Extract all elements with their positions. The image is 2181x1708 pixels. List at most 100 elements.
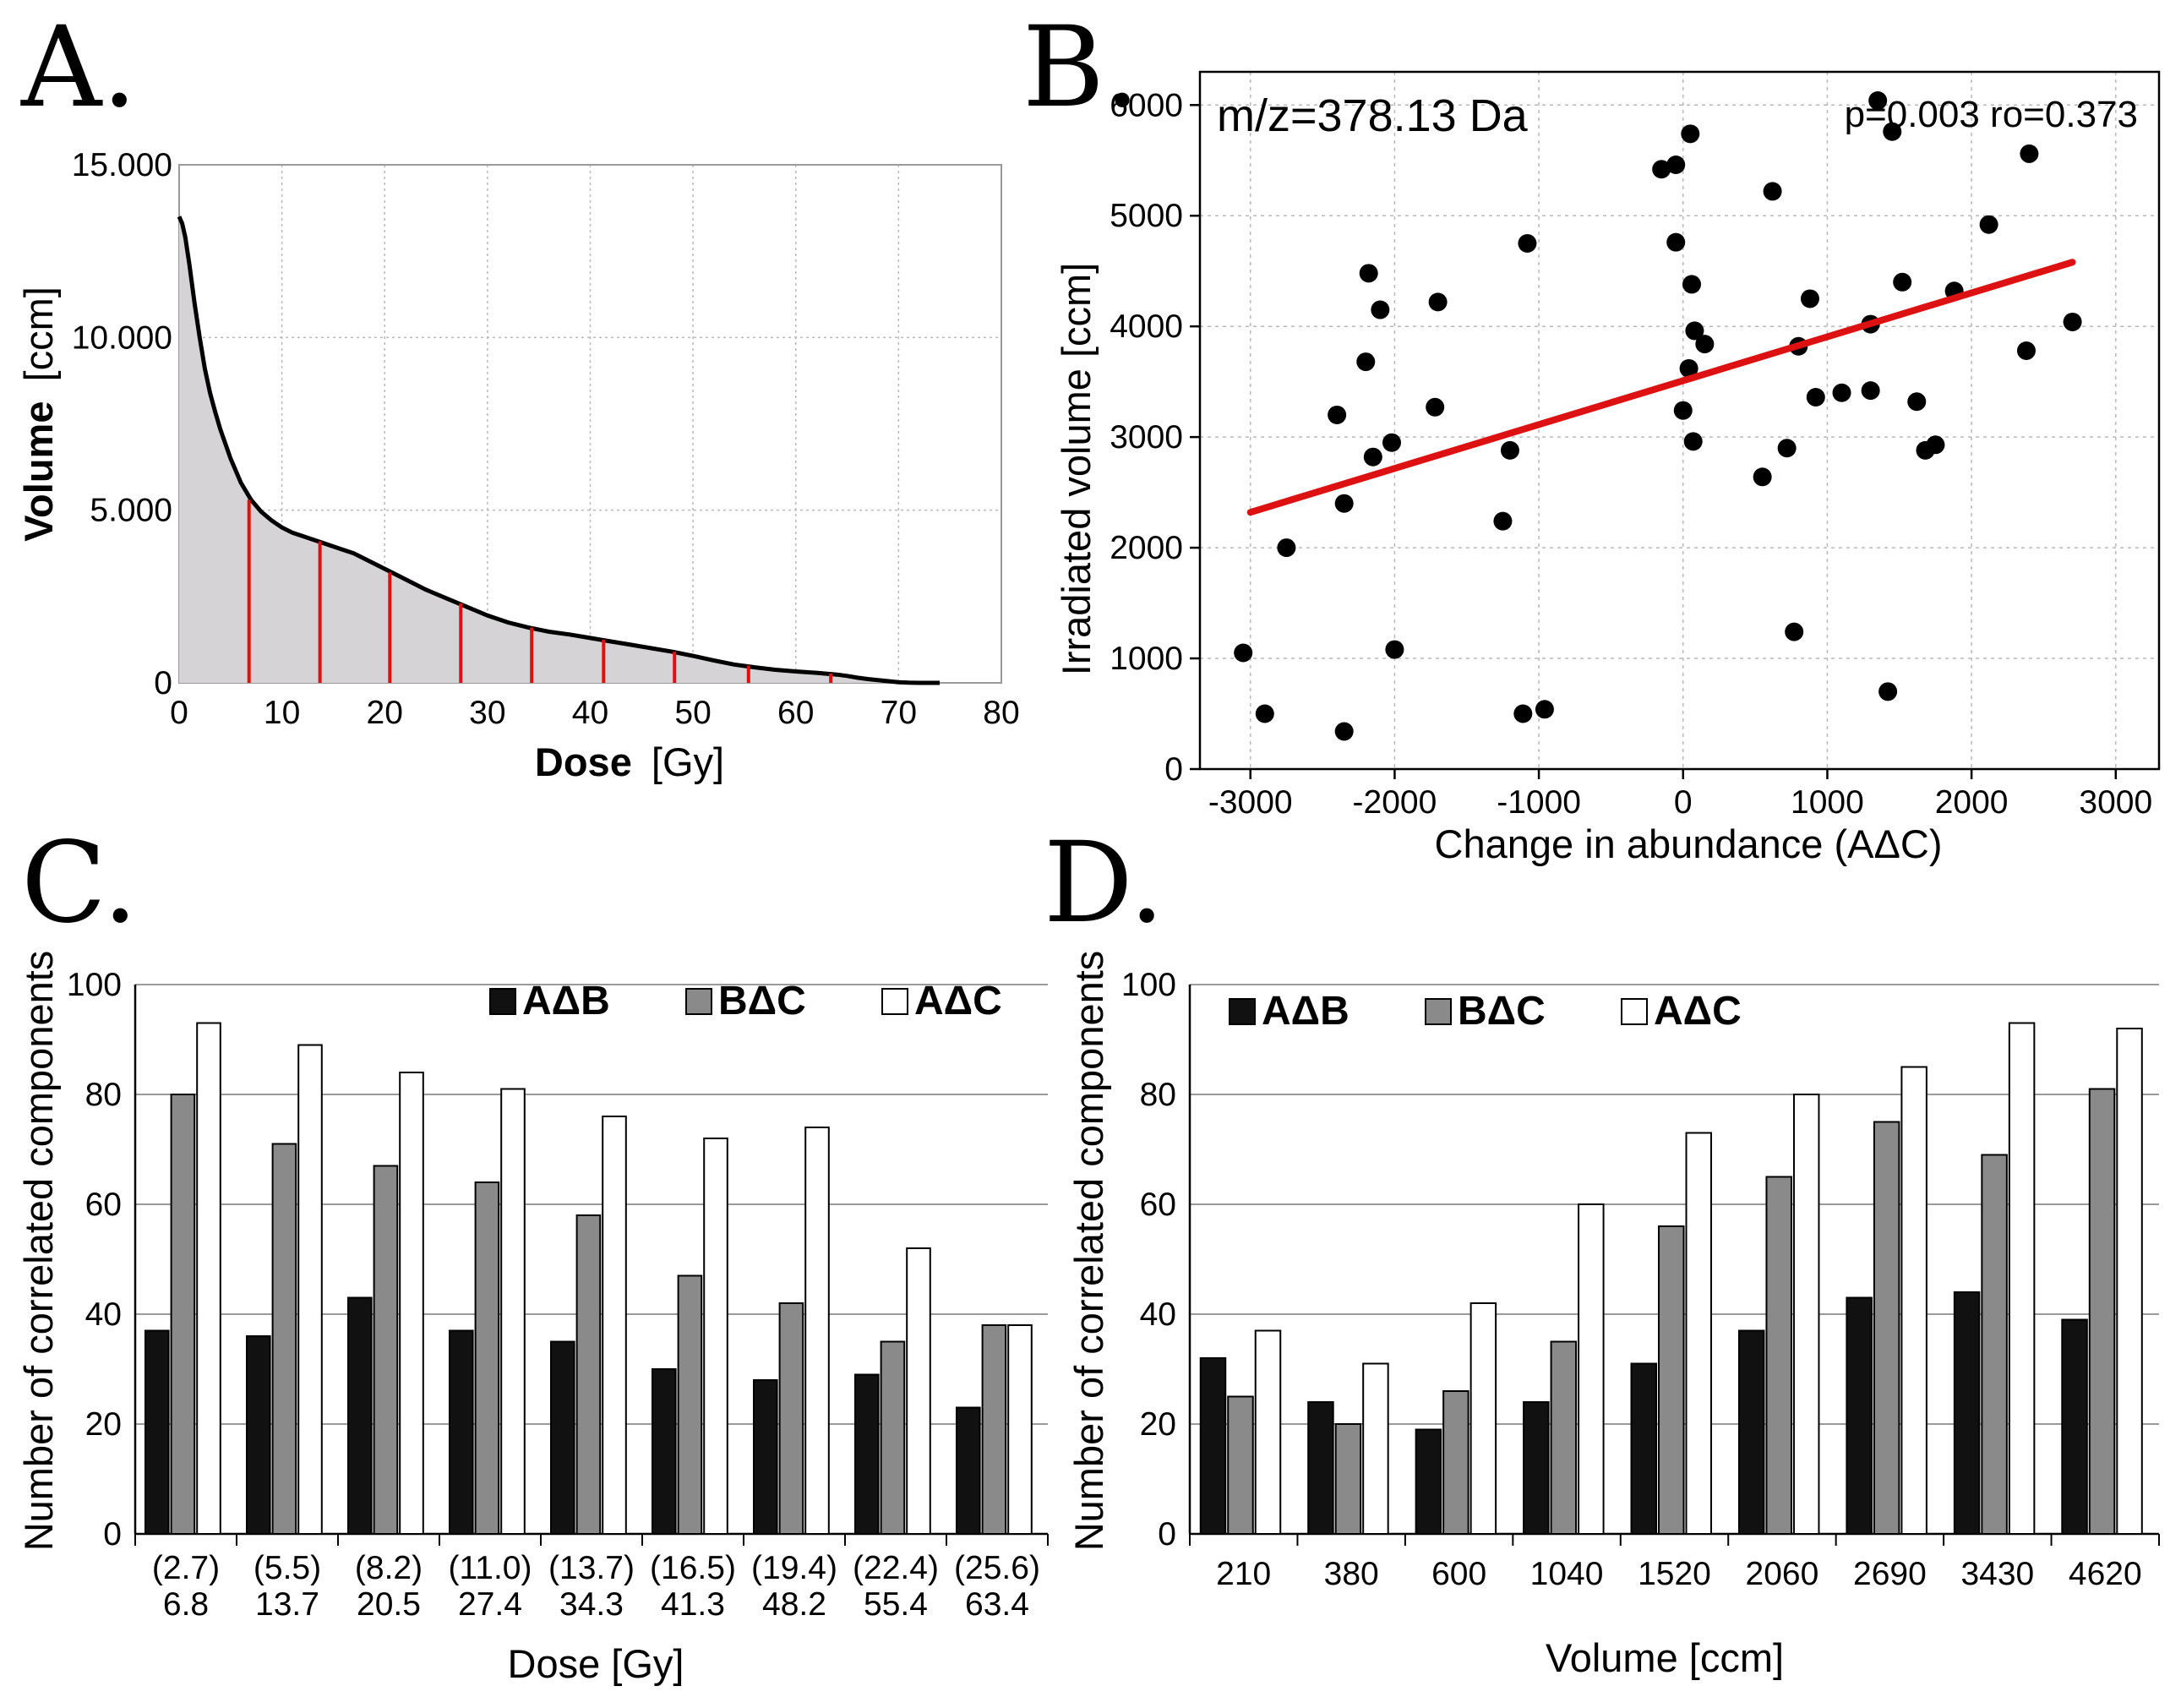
panel-d-legend-swatch-ab (1229, 998, 1256, 1025)
panel-b-y-tick: 4000 (1110, 308, 1183, 345)
panel-d-bar-ac (1578, 1203, 1605, 1535)
panel-b-data-point (1334, 494, 1354, 513)
panel-c-letter: C. (21, 818, 138, 948)
panel-b-data-point (1685, 321, 1704, 341)
panel-b-letter: B. (1022, 3, 1140, 133)
panel-b-regression (1246, 259, 2076, 516)
panel-b-y-tick: 6000 (1110, 87, 1183, 123)
panel-c-bar-ac (399, 1072, 424, 1535)
panel-b-x-tick: 0 (1674, 784, 1693, 821)
panel-c-legend-label-ac: AΔC (914, 979, 1002, 1023)
panel-d-bar-bc (1873, 1121, 1900, 1535)
panel-b-data-point (1493, 511, 1513, 531)
panel-a-y-tick: 0 (154, 665, 172, 701)
panel-c-x-tick: 34.3 (559, 1586, 624, 1623)
panel-d-legend-swatch-bc (1425, 998, 1452, 1025)
panel-c-x-tick: 63.4 (965, 1586, 1029, 1623)
panel-b-data-point (1234, 643, 1253, 663)
panel-d-x-tick: 2060 (1746, 1556, 1819, 1592)
panel-b-data-point (1868, 91, 1888, 111)
panel-d-y-tick: 0 (1158, 1516, 1176, 1552)
panel-d-legend-label-bc: BΔC (1458, 989, 1546, 1034)
panel-a-dvh-area (177, 216, 941, 685)
panel-c-bar-bc (880, 1340, 906, 1535)
panel-d-y-tick: 20 (1140, 1406, 1176, 1443)
panel-c-bar-bc (778, 1302, 804, 1535)
panel-b-data-point (1753, 467, 1772, 487)
panel-b-data-point (1763, 182, 1782, 201)
panel-c-x-sublabel: (19.4) (751, 1550, 837, 1586)
panel-c-x-sublabel: (25.6) (954, 1550, 1040, 1586)
panel-b-data-point (1679, 358, 1698, 378)
panel-d-bar-ab (1630, 1362, 1658, 1535)
panel-b-data-point (1979, 215, 1998, 234)
panel-c-legend: AΔB BΔC AΔC (489, 979, 1002, 1023)
panel-b-data-point (1334, 722, 1354, 741)
panel-d-x-tick: 1040 (1530, 1556, 1604, 1592)
panel-d-bar-bc (1981, 1154, 2008, 1535)
panel-b-data-point (1428, 292, 1448, 312)
panel-c-bar-bc (677, 1274, 703, 1535)
panel-d-bar-ac (1362, 1362, 1389, 1535)
panel-b-data-point (1673, 401, 1693, 420)
panel-d-bar-bc (1442, 1390, 1469, 1535)
panel-a-x-tick: 0 (170, 695, 188, 731)
panel-c-bar-ab (449, 1329, 474, 1535)
panel-b-x-tick: -2000 (1353, 784, 1437, 821)
panel-d-legend: AΔB BΔC AΔC (1229, 989, 1742, 1034)
panel-a-y-label: Volume [ccm] (16, 286, 61, 542)
panel-d-y-tick: 40 (1140, 1296, 1176, 1333)
panel-d-bar-ac (2008, 1022, 2036, 1535)
panel-b-y-tick: 5000 (1110, 198, 1183, 234)
panel-d-bar-ab (1199, 1357, 1227, 1535)
panel-c-bar-bc (170, 1094, 196, 1535)
panel-b-x-tick: 1000 (1791, 784, 1864, 821)
panel-c-x-tick: 20.5 (357, 1586, 421, 1623)
panel-d-bar-ac (2116, 1028, 2143, 1535)
panel-b-data-point (1382, 433, 1401, 452)
panel-a-x-tick: 80 (983, 695, 1019, 731)
panel-b-data-point (1800, 289, 1819, 308)
panel-c-bar-ac (602, 1116, 627, 1535)
panel-d: D. 0 20 40 60 80 100 210 380 600 1040 1520 2060 2690… (1044, 818, 2160, 1680)
panel-a-y-label-bold: Volume (16, 401, 61, 542)
panel-c-bar-bc (271, 1143, 297, 1535)
panel-c-bar-ab (246, 1335, 271, 1535)
panel-d-bar-ac (1469, 1302, 1497, 1535)
panel-d-bars (1199, 1022, 2143, 1535)
panel-b-data-point (1883, 122, 1902, 141)
panel-b-data-point (1878, 682, 1898, 701)
panel-c-y-tick: 20 (85, 1406, 122, 1443)
panel-d-bar-ac (1685, 1132, 1713, 1535)
panel-d-bar-bc (2088, 1088, 2116, 1535)
panel-b-x-tick: 2000 (1935, 784, 2009, 821)
panel-c-x-sublabel: (5.5) (254, 1550, 321, 1586)
panel-c-x-sublabel: (22.4) (853, 1550, 939, 1586)
panel-a-x-tick: 10 (264, 695, 300, 731)
panel-c-bar-ab (550, 1340, 575, 1535)
panel-c-x-label: Dose [Gy] (508, 1641, 684, 1686)
panel-a-x-tick: 40 (572, 695, 608, 731)
panel-b-y-tick: 2000 (1110, 530, 1183, 566)
panel-b-regression-line (1246, 259, 2076, 516)
panel-c-legend-swatch-bc (685, 988, 712, 1015)
panel-c-x-sublabel: (2.7) (152, 1550, 220, 1586)
panel-b-data-point (2016, 341, 2036, 360)
panel-d-x-tick: 2690 (1853, 1556, 1927, 1592)
panel-d-x-tick: 4620 (2069, 1556, 2142, 1592)
panel-c-legend-swatch-ab (489, 988, 516, 1015)
panel-c-x-sublabel: (16.5) (650, 1550, 736, 1586)
panel-a-x-tick: 20 (367, 695, 403, 731)
panel-a-y-tick: 10.000 (72, 319, 172, 356)
panel-c: C. 0 20 40 60 80 100 (2.7)6.8 (5.5)13.7 (8.2)20.… (16, 818, 1049, 1686)
panel-c-bar-ab (753, 1379, 778, 1535)
panel-c-y-tick: 80 (85, 1077, 122, 1113)
panel-d-y-label: Number of correlated components (1066, 951, 1111, 1552)
panel-b-grid (1198, 70, 2161, 771)
panel-a-x-tick: 60 (777, 695, 814, 731)
panel-d-bar-bc (1765, 1176, 1792, 1535)
panel-d-x-tick: 1520 (1638, 1556, 1711, 1592)
panel-c-x-sublabel: (8.2) (355, 1550, 423, 1586)
panel-b-data-point (1785, 622, 1804, 641)
